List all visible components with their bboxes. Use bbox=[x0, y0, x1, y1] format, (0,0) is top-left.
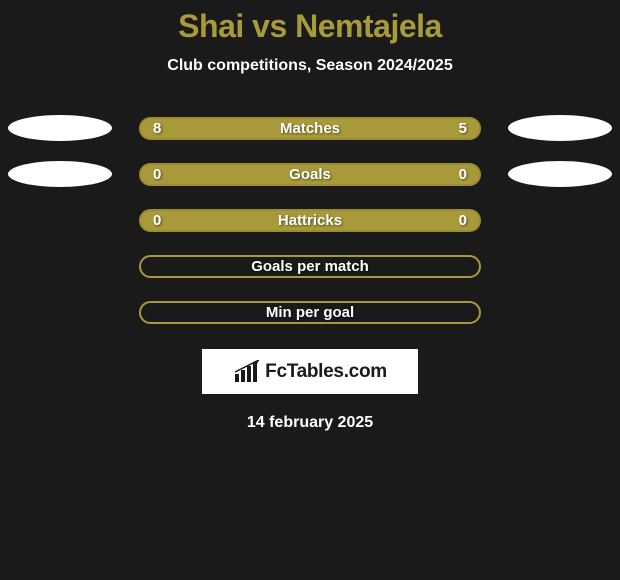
stat-label: Goals bbox=[289, 166, 331, 183]
stat-value-left: 0 bbox=[153, 212, 161, 229]
stat-label: Goals per match bbox=[251, 258, 369, 275]
stat-bar: 0 Hattricks 0 bbox=[139, 209, 481, 232]
stat-bar: 8 Matches 5 bbox=[139, 117, 481, 140]
stat-value-right: 0 bbox=[459, 212, 467, 229]
stat-label: Hattricks bbox=[278, 212, 342, 229]
stats-area: 8 Matches 5 0 Goals 0 0 Hattricks 0 Goals per mat… bbox=[0, 117, 620, 324]
subtitle: Club competitions, Season 2024/2025 bbox=[0, 57, 620, 75]
comparison-panel: Shai vs Nemtajela Club competitions, Sea… bbox=[0, 0, 620, 432]
stat-label: Matches bbox=[280, 120, 340, 137]
stat-value-left: 8 bbox=[153, 120, 161, 137]
left-marker bbox=[8, 115, 112, 141]
right-marker bbox=[508, 161, 612, 187]
left-marker bbox=[8, 161, 112, 187]
stat-row: Goals per match bbox=[0, 255, 620, 278]
logo-container: FcTables.com bbox=[0, 349, 620, 394]
right-marker bbox=[508, 115, 612, 141]
date-label: 14 february 2025 bbox=[0, 414, 620, 432]
chart-icon bbox=[233, 360, 261, 384]
stat-bar: 0 Goals 0 bbox=[139, 163, 481, 186]
title: Shai vs Nemtajela bbox=[0, 8, 620, 45]
logo-text: FcTables.com bbox=[265, 361, 387, 383]
stat-value-right: 0 bbox=[459, 166, 467, 183]
stat-label: Min per goal bbox=[266, 304, 354, 321]
stat-row: Min per goal bbox=[0, 301, 620, 324]
site-logo: FcTables.com bbox=[202, 349, 418, 394]
stat-bar: Goals per match bbox=[139, 255, 481, 278]
stat-row: 8 Matches 5 bbox=[0, 117, 620, 140]
stat-value-left: 0 bbox=[153, 166, 161, 183]
stat-value-right: 5 bbox=[459, 120, 467, 137]
stat-bar: Min per goal bbox=[139, 301, 481, 324]
stat-row: 0 Goals 0 bbox=[0, 163, 620, 186]
stat-row: 0 Hattricks 0 bbox=[0, 209, 620, 232]
